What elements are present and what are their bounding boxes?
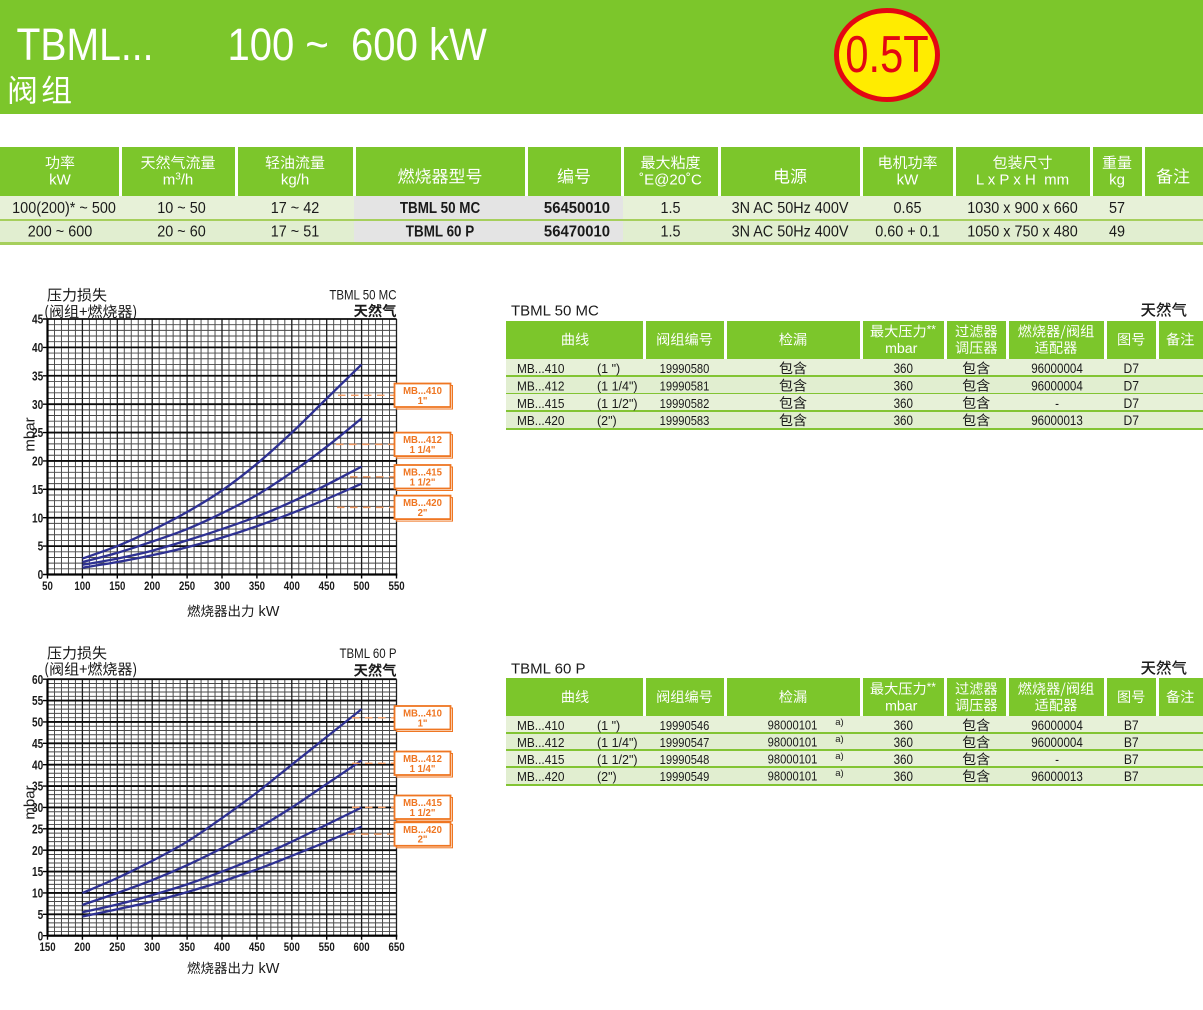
svg-text:MB...420: MB...420 [403, 498, 442, 509]
svg-text:TBML 50 MC: TBML 50 MC [511, 303, 599, 320]
svg-text:450: 450 [249, 941, 265, 954]
svg-text:40: 40 [32, 342, 43, 355]
svg-text:300: 300 [214, 580, 230, 593]
svg-text:50: 50 [42, 580, 53, 593]
svg-text:40: 40 [32, 759, 43, 772]
svg-text:150: 150 [109, 580, 125, 593]
svg-text:550: 550 [388, 580, 404, 593]
svg-text:350: 350 [179, 941, 195, 954]
svg-text:50: 50 [32, 717, 43, 730]
svg-text:MB...410: MB...410 [403, 386, 442, 397]
svg-text:200: 200 [74, 941, 90, 954]
svg-text:TBML 50 MC: TBML 50 MC [329, 286, 396, 302]
svg-text:550: 550 [319, 941, 335, 954]
svg-text:2": 2" [418, 508, 428, 519]
svg-text:30: 30 [32, 802, 43, 815]
svg-text:TBML 60 P: TBML 60 P [340, 645, 397, 661]
svg-text:25: 25 [32, 427, 44, 440]
svg-text:250: 250 [179, 580, 195, 593]
svg-text:350: 350 [249, 580, 265, 593]
svg-text:25: 25 [32, 823, 44, 836]
svg-text:1 1/4": 1 1/4" [410, 764, 436, 775]
svg-text:600: 600 [354, 941, 370, 954]
svg-text:MB...415: MB...415 [403, 798, 442, 809]
svg-text:1 1/4": 1 1/4" [410, 445, 436, 456]
svg-text:650: 650 [388, 941, 404, 954]
svg-text:0: 0 [38, 569, 44, 582]
svg-text:1": 1" [418, 718, 428, 729]
svg-text:10: 10 [32, 888, 43, 901]
svg-text:10: 10 [32, 512, 43, 525]
svg-text:100: 100 [74, 580, 90, 593]
svg-text:2": 2" [418, 834, 428, 845]
svg-text:5: 5 [38, 909, 44, 922]
svg-text:5: 5 [38, 541, 44, 554]
svg-text:250: 250 [109, 941, 125, 954]
svg-text:200: 200 [144, 580, 160, 593]
svg-text:1 1/2": 1 1/2" [410, 477, 436, 488]
svg-text:400: 400 [214, 941, 230, 954]
svg-text:MB...415: MB...415 [403, 467, 442, 478]
svg-text:MB...412: MB...412 [403, 435, 442, 446]
svg-text:MB...412: MB...412 [403, 754, 442, 765]
svg-text:15: 15 [32, 866, 44, 879]
svg-text:45: 45 [32, 738, 44, 751]
svg-text:0: 0 [38, 930, 44, 943]
svg-text:MB...420: MB...420 [403, 825, 442, 836]
svg-text:150: 150 [39, 941, 55, 954]
svg-text:500: 500 [354, 580, 370, 593]
svg-text:500: 500 [284, 941, 300, 954]
svg-text:35: 35 [32, 781, 44, 794]
svg-text:400: 400 [284, 580, 300, 593]
svg-text:300: 300 [144, 941, 160, 954]
svg-text:450: 450 [319, 580, 335, 593]
svg-text:60: 60 [32, 674, 43, 687]
svg-text:1": 1" [418, 396, 428, 407]
svg-text:45: 45 [32, 314, 44, 327]
svg-text:20: 20 [32, 845, 43, 858]
svg-text:55: 55 [32, 695, 44, 708]
svg-text:MB...410: MB...410 [403, 708, 442, 719]
svg-text:1 1/2": 1 1/2" [410, 808, 436, 819]
svg-text:TBML 60 P: TBML 60 P [511, 661, 585, 678]
svg-text:15: 15 [32, 484, 44, 497]
svg-text:35: 35 [32, 370, 44, 383]
svg-text:30: 30 [32, 399, 43, 412]
svg-text:20: 20 [32, 455, 43, 468]
